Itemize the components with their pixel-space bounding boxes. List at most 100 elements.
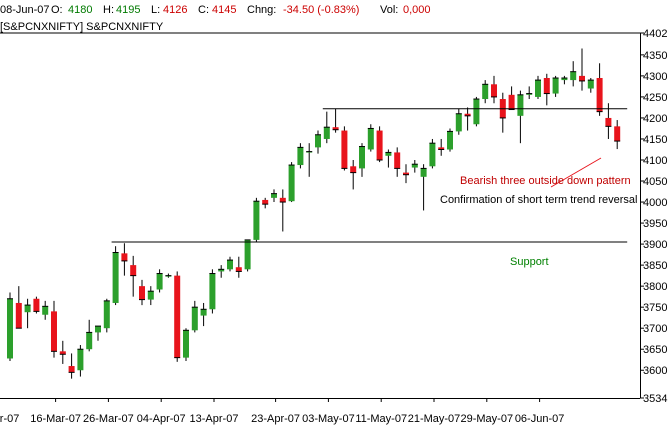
x-tick-label: 04-Apr-07 — [137, 413, 186, 425]
y-tick-label: 3600 — [643, 365, 667, 377]
candle-body-down — [332, 127, 339, 130]
candle — [323, 111, 330, 144]
candle-body-up — [455, 113, 462, 132]
close-label: C: — [198, 4, 209, 16]
candle — [262, 197, 269, 209]
candle-body-down — [350, 166, 357, 173]
candle-body-down — [491, 84, 497, 97]
candle-body-up — [367, 128, 374, 150]
candle — [95, 325, 101, 341]
y-tick-label: 4150 — [643, 134, 667, 146]
candle — [596, 63, 603, 116]
candle — [517, 90, 524, 144]
candle-body-down — [33, 298, 40, 312]
candle — [438, 138, 445, 156]
candle-body-up — [112, 252, 119, 303]
candle-body-up — [517, 94, 524, 116]
candle-body-up — [7, 298, 13, 359]
candle-body-up — [200, 309, 207, 316]
candle — [552, 75, 559, 97]
candle-body-up — [447, 131, 453, 150]
y-tick-label: 3750 — [643, 302, 667, 314]
candle — [447, 128, 453, 152]
candle-body-down — [605, 117, 612, 127]
x-tick-label: 07-Mar-07 — [0, 413, 19, 425]
candles — [7, 48, 621, 379]
candle — [218, 265, 225, 278]
candle — [297, 143, 304, 169]
candle-body-up — [359, 146, 365, 169]
y-tick-label: 4200 — [643, 113, 667, 125]
close-value: 4145 — [212, 4, 237, 16]
candle — [614, 120, 621, 150]
candle — [86, 319, 93, 352]
change-label: Chng: — [247, 4, 277, 16]
candle-body-up — [552, 77, 559, 94]
low-label: L: — [151, 4, 161, 16]
candle — [359, 143, 365, 177]
low-value: 4126 — [163, 4, 188, 16]
candle — [350, 159, 357, 190]
candle — [191, 300, 198, 333]
trend-lines — [111, 108, 628, 243]
candle-body-down — [341, 130, 348, 169]
candle-body-up — [535, 80, 541, 97]
candle-body-up — [297, 147, 304, 166]
candle — [332, 108, 339, 133]
volume-label: Vol: — [380, 4, 399, 16]
x-tick-label: 23-Apr-07 — [251, 413, 300, 425]
candle — [244, 239, 251, 272]
candle — [561, 75, 568, 85]
candle — [420, 164, 427, 211]
candle-body-down — [543, 77, 550, 94]
candle — [112, 246, 119, 306]
candle-body-up — [570, 71, 577, 81]
candle — [51, 300, 57, 358]
candle — [24, 298, 31, 329]
x-tick-label: 03-May-07 — [302, 413, 355, 425]
y-tick-label: 3700 — [643, 323, 667, 335]
candle-body-down — [394, 152, 401, 169]
candle — [482, 80, 489, 104]
candle — [341, 126, 348, 171]
candle — [59, 340, 66, 364]
candle-body-down — [15, 302, 22, 329]
candle — [491, 75, 497, 104]
candle-body-down — [121, 253, 128, 261]
candle-body-down — [376, 130, 383, 160]
candle — [288, 162, 295, 203]
candle-body-down — [579, 75, 585, 81]
candle — [68, 353, 75, 379]
candle-body-up — [227, 260, 233, 270]
candle — [33, 296, 40, 314]
x-tick-label: 11-May-07 — [355, 413, 407, 425]
candle-body-down — [235, 267, 242, 272]
reversal-annotation: Confirmation of short term trend reversa… — [440, 194, 637, 206]
candle-body-down — [614, 126, 621, 142]
candle — [508, 86, 515, 111]
candle — [77, 345, 84, 377]
candle-body-up — [183, 330, 189, 358]
candle — [139, 279, 145, 306]
candle-body-down — [279, 197, 286, 203]
candle — [227, 256, 233, 272]
candle-body-up — [209, 273, 216, 310]
y-tick-label: 3950 — [643, 218, 667, 230]
candle — [200, 302, 207, 327]
candle — [403, 164, 409, 184]
candle — [543, 73, 550, 106]
candle-body-up — [288, 165, 295, 202]
quote-header: 08-Jun-07 O: 4180 H: 4195 L: 4126 C: 414… — [0, 0, 672, 20]
open-label: O: — [51, 4, 63, 16]
x-tick-label: 06-Jun-07 — [515, 413, 565, 425]
candle — [306, 143, 313, 177]
high-value: 4195 — [116, 4, 141, 16]
pattern-pointer-line — [550, 157, 602, 188]
candle-body-down — [59, 351, 66, 355]
candle-body-up — [95, 326, 101, 333]
candle — [579, 48, 585, 91]
y-tick-label: 4350 — [643, 50, 667, 62]
candle-body-up — [429, 143, 436, 167]
candle-body-down — [438, 147, 445, 150]
